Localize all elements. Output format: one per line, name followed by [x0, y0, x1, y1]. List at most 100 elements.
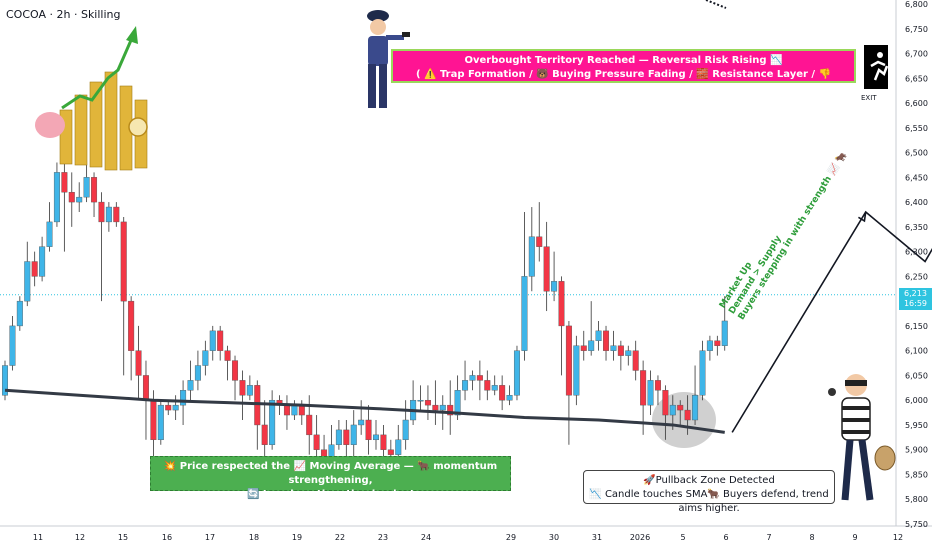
candle-body — [565, 325, 572, 396]
candle-body — [417, 399, 424, 402]
candle-body — [350, 424, 357, 445]
candle-body — [283, 404, 290, 416]
x-tick-label: 19 — [292, 533, 302, 542]
candle-body — [16, 300, 23, 327]
candle-body — [588, 340, 595, 351]
candle-body — [335, 429, 342, 445]
pullback-annotation: 🚀Pullback Zone Detected 📉 Candle touches… — [583, 470, 835, 514]
y-tick-label: 6,250 — [905, 272, 928, 281]
candle-body — [684, 409, 691, 421]
candle-body — [714, 340, 721, 346]
x-tick-label: 11 — [33, 533, 43, 542]
candle-body — [343, 429, 350, 445]
candle-body — [432, 404, 439, 411]
candle-body — [24, 261, 31, 302]
y-tick-label: 6,000 — [905, 396, 928, 405]
candle-body — [484, 380, 491, 391]
police-officer-icon — [367, 10, 410, 108]
candle-body — [543, 246, 550, 292]
candle-body — [536, 236, 543, 247]
y-tick-label: 6,100 — [905, 347, 928, 356]
candle-body — [476, 375, 483, 381]
candle-body — [603, 330, 610, 351]
candle-body — [595, 330, 602, 341]
current-price-countdown: 16:59 — [903, 299, 928, 308]
x-tick-label: 22 — [335, 533, 345, 542]
y-tick-label: 6,800 — [905, 0, 928, 9]
exit-label: EXIT — [861, 94, 877, 102]
candle-body — [105, 206, 112, 223]
x-tick-label: 24 — [421, 533, 431, 542]
y-tick-label: 6,550 — [905, 124, 928, 133]
candle-body — [654, 380, 661, 391]
candle-body — [513, 350, 520, 396]
y-tick-label: 5,950 — [905, 421, 928, 430]
candle-body — [194, 365, 201, 381]
y-tick-label: 6,400 — [905, 198, 928, 207]
y-tick-label: 6,050 — [905, 371, 928, 380]
candle-body — [269, 399, 276, 445]
candle-body — [669, 404, 676, 416]
pullback-line2: 📉 Candle touches SMA🐂 Buyers defend, tre… — [589, 489, 829, 514]
money-growth-icon — [35, 26, 148, 171]
candle-body — [580, 345, 587, 351]
candle-body — [165, 404, 172, 411]
candle-body — [246, 385, 253, 396]
y-tick-label: 5,750 — [905, 520, 928, 529]
overbought-line1: Overbought Territory Reached — Reversal … — [464, 55, 783, 66]
candle-body — [150, 399, 157, 441]
candle-body — [239, 380, 246, 396]
candle-body — [610, 345, 617, 351]
candle-body — [98, 201, 105, 223]
x-tick-label: 8 — [809, 533, 814, 542]
candle-body — [46, 221, 53, 247]
candle-body — [706, 340, 713, 351]
candle-body — [640, 370, 647, 406]
y-tick-label: 5,800 — [905, 495, 928, 504]
candle-body — [53, 172, 60, 223]
pullback-zone — [652, 392, 716, 448]
x-tick-label: 9 — [852, 533, 857, 542]
candle-body — [187, 380, 194, 391]
x-tick-label: 17 — [205, 533, 215, 542]
overbought-annotation: Overbought Territory Reached — Reversal … — [391, 49, 856, 94]
candle-body — [439, 404, 446, 411]
candle-body — [506, 395, 513, 401]
candle-body — [209, 330, 216, 351]
ma-line1: 💥 Price respected the 📈 Moving Average —… — [163, 461, 498, 486]
y-tick-label: 6,750 — [905, 25, 928, 34]
y-tick-label: 6,700 — [905, 50, 928, 59]
overbought-line2: ( ⚠️ Trap Formation / 🐻 Buying Pressure … — [415, 69, 832, 94]
candle-body — [76, 196, 83, 203]
projection-arrow-up — [858, 211, 867, 223]
x-tick-label: 31 — [592, 533, 602, 542]
x-tick-label: 30 — [549, 533, 559, 542]
candle-body — [387, 449, 394, 455]
candle-body — [558, 281, 565, 327]
candle-body — [358, 419, 365, 426]
thief-icon — [828, 374, 896, 501]
x-tick-label: 23 — [378, 533, 388, 542]
candle-body — [217, 330, 224, 351]
y-tick-label: 5,900 — [905, 446, 928, 455]
candle-body — [499, 385, 506, 401]
candle-body — [402, 419, 409, 441]
current-price-value: 6,213 — [904, 289, 927, 298]
x-tick-label: 5 — [680, 533, 685, 542]
y-tick-label: 6,350 — [905, 223, 928, 232]
x-tick-label: 12 — [75, 533, 85, 542]
x-tick-label: 15 — [118, 533, 128, 542]
y-tick-label: 6,650 — [905, 74, 928, 83]
candle-body — [261, 424, 268, 445]
candle-body — [120, 221, 127, 302]
pullback-line1: 🚀Pullback Zone Detected — [643, 475, 775, 486]
x-tick-label: 6 — [723, 533, 728, 542]
candle-body — [365, 419, 372, 441]
candle-body — [113, 206, 120, 223]
y-tick-label: 6,450 — [905, 173, 928, 182]
candle-body — [424, 399, 431, 406]
candle-body — [157, 404, 164, 441]
candle-body — [83, 177, 90, 198]
candle-body — [521, 276, 528, 351]
candle-body — [469, 375, 476, 381]
